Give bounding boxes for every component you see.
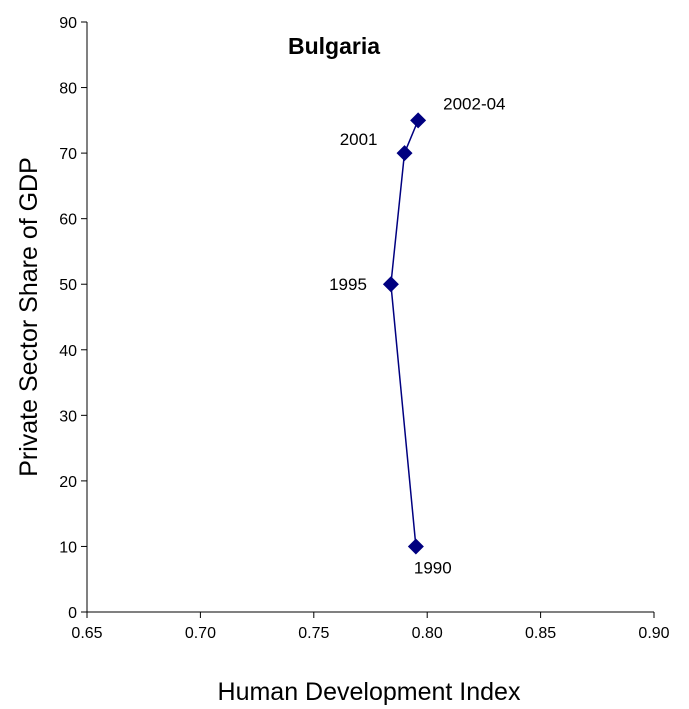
data-point-marker: [396, 145, 413, 162]
y-axis-title: Private Sector Share of GDP: [15, 157, 43, 477]
series-line: [390, 120, 419, 547]
y-tick-label: 0: [68, 605, 77, 622]
y-tick-label: 10: [59, 539, 77, 556]
y-tick-label: 90: [59, 15, 77, 32]
data-point-label: 2001: [340, 130, 378, 149]
x-ticks: 0.65 0.70 0.75 0.80 0.85 0.90: [71, 612, 670, 642]
y-tick-label: 70: [59, 146, 77, 163]
x-tick-label: 0.75: [298, 625, 329, 642]
x-tick-label: 0.70: [185, 625, 216, 642]
y-ticks: 0 10 20 30 40 50 60 70 80 90: [59, 15, 87, 622]
x-axis-title: Human Development Index: [218, 678, 521, 706]
y-tick-label: 20: [59, 474, 77, 491]
plot-area: [382, 112, 427, 555]
y-tick-label: 60: [59, 212, 77, 229]
data-point-marker: [382, 276, 399, 293]
data-point-label: 2002-04: [443, 94, 505, 113]
x-tick-label: 0.80: [412, 625, 443, 642]
y-tick-label: 40: [59, 343, 77, 360]
point-labels: 1990 1995 2001 2002-04: [329, 94, 505, 577]
data-point-label: 1995: [329, 275, 367, 294]
axes: [86, 22, 654, 613]
y-tick-label: 80: [59, 81, 77, 98]
chart-title: Bulgaria: [288, 33, 380, 59]
x-tick-label: 0.65: [71, 625, 102, 642]
y-tick-label: 30: [59, 408, 77, 425]
data-point-marker: [407, 538, 424, 555]
x-tick-label: 0.85: [525, 625, 556, 642]
data-point-label: 1990: [414, 558, 452, 577]
x-tick-label: 0.90: [638, 625, 669, 642]
data-point-marker: [410, 112, 427, 129]
y-tick-label: 50: [59, 277, 77, 294]
